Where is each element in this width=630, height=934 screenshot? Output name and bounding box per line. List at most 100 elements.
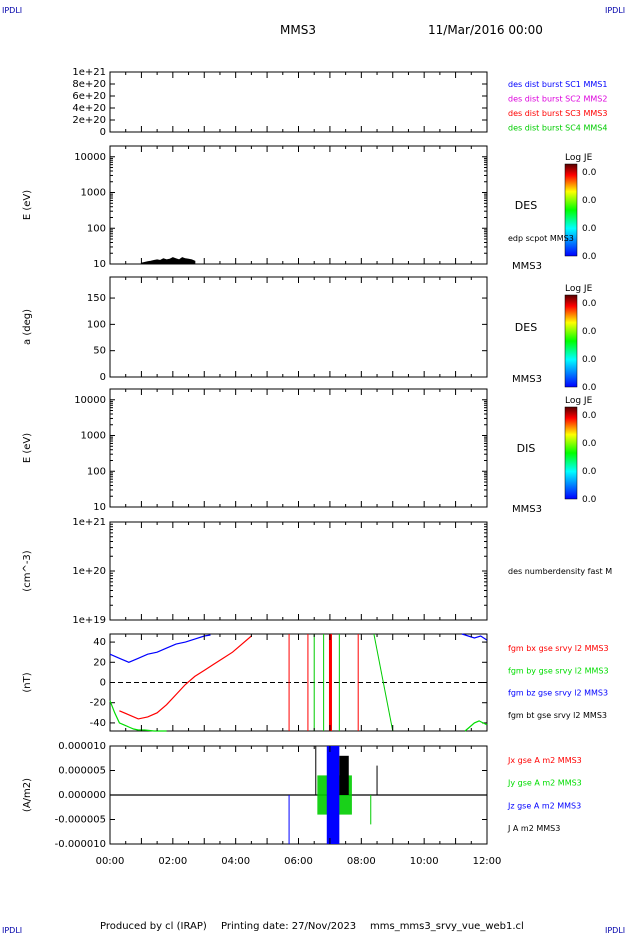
y-axis-label: E (eV): [22, 190, 33, 220]
colorbar-tick-label: 0.0: [582, 168, 597, 178]
panel-fgm: -40 -20 0 20 40 (nT) fgm bx gse srvy l2 MMS3 fg…: [22, 633, 609, 732]
corner-label-bottom-left: IPDLI: [2, 926, 22, 934]
panel-density: 1e+19 1e+20 1e+21 (cm^-3) des numberdensity …: [22, 517, 612, 626]
spacecraft-side-label: MMS3: [512, 261, 542, 272]
series-line: [461, 633, 488, 641]
scpot-trace: [140, 257, 196, 264]
colorbar-tick-label: 0.0: [582, 327, 597, 337]
instrument-label: DES: [515, 199, 537, 212]
legend-entry: J A m2 MMS3: [507, 824, 560, 833]
panel-des-pitch: 0 50 100 150 a (deg) DES MMS3 Log JE 0.0 0.0 0.0 0.…: [22, 276, 597, 393]
colorbar-title: Log JE: [565, 396, 593, 406]
legend-entry: fgm by gse srvy l2 MMS3: [508, 666, 609, 675]
y-tick-label: 10000: [74, 395, 106, 406]
time-tick-label: 00:00: [96, 856, 125, 867]
colorbar-tick-label: 0.0: [582, 224, 597, 234]
time-tick-label: 06:00: [284, 856, 313, 867]
y-tick-label: 1e+21: [72, 517, 106, 528]
colorbar-tick-label: 0.0: [582, 383, 597, 393]
y-tick-label: -20: [90, 698, 106, 709]
legend-entry: des dist burst SC3 MMS3: [508, 109, 607, 118]
panel-frame: [109, 71, 488, 133]
current-jz-burst: [326, 746, 340, 844]
footer-printing-date: Printing date: 27/Nov/2023: [221, 921, 356, 932]
y-axis-label: (nT): [22, 672, 33, 692]
colorbar-tick-label: 0.0: [582, 439, 597, 449]
y-tick-label: 1000: [81, 431, 106, 442]
colorbar: [564, 294, 578, 388]
legend-entry: des dist burst SC4 MMS4: [508, 124, 607, 133]
y-axis-label: a (deg): [22, 309, 33, 345]
y-tick-label: 0: [100, 678, 106, 689]
y-tick-label: 0.000005: [58, 766, 106, 777]
colorbar-title: Log JE: [565, 284, 593, 294]
spacecraft-title: MMS3: [280, 23, 316, 37]
time-tick-label: 04:00: [221, 856, 250, 867]
colorbar-tick-label: 0.0: [582, 467, 597, 477]
instrument-label: DIS: [517, 442, 536, 455]
y-tick-label: 4e+20: [72, 103, 106, 114]
legend-entry: des dist burst SC1 MMS1: [508, 80, 607, 89]
footer-file: mms_mms3_srvy_vue_web1.cl: [370, 921, 524, 932]
spacecraft-side-label: MMS3: [512, 504, 542, 515]
y-tick-label: 2e+20: [72, 115, 106, 126]
y-tick-label: 100: [87, 466, 106, 477]
legend-entry: fgm bt gse srvy l2 MMS3: [508, 711, 607, 720]
y-axis-label: (cm^-3): [22, 550, 33, 591]
time-tick-label: 08:00: [347, 856, 376, 867]
y-tick-label: 10000: [74, 152, 106, 163]
panel-dis-energy: 10 100 1000 10000 E (eV) DIS MMS3 Log JE 0.0 0.0 0…: [22, 388, 597, 515]
y-tick-label: 0: [100, 127, 106, 138]
colorbar-tick-label: 0.0: [582, 196, 597, 206]
legend-entry: Jz gse A m2 MMS3: [507, 801, 581, 810]
y-tick-label: -40: [90, 718, 106, 729]
series-line: [464, 720, 488, 732]
colorbar-tick-label: 0.0: [582, 495, 597, 505]
y-tick-label: 20: [93, 657, 106, 668]
legend-entry: Jx gse A m2 MMS3: [507, 756, 582, 765]
spacecraft-side-label: MMS3: [512, 374, 542, 385]
series-line: [109, 700, 167, 732]
y-tick-label: 8e+20: [72, 79, 106, 90]
colorbar: [564, 406, 578, 500]
y-tick-label: 100: [87, 223, 106, 234]
panel-current: -0.000010 -0.000005 0.000000 0.000005 0.0000…: [22, 741, 582, 850]
colorbar-tick-label: 0.0: [582, 299, 597, 309]
corner-label-top-right: IPDLI: [605, 6, 625, 15]
y-tick-label: 0.000010: [58, 741, 106, 752]
y-tick-label: 1000: [81, 188, 106, 199]
y-tick-label: 150: [87, 293, 106, 304]
legend-entry: fgm bz gse srvy l2 MMS3: [508, 689, 608, 698]
series-line: [109, 634, 211, 663]
y-tick-label: 1e+19: [72, 615, 106, 626]
y-tick-label: 100: [87, 319, 106, 330]
series-line: [119, 635, 252, 720]
y-tick-label: 1e+21: [72, 67, 106, 78]
y-tick-label: 10: [93, 259, 106, 270]
y-axis-label: (A/m2): [22, 778, 33, 812]
legend-entry: fgm bx gse srvy l2 MMS3: [508, 644, 609, 653]
time-tick-label: 12:00: [473, 856, 502, 867]
legend-entry: des numberdensity fast M: [508, 567, 612, 576]
colorbar-tick-label: 0.0: [582, 411, 597, 421]
y-tick-label: 6e+20: [72, 91, 106, 102]
current-j-burst: [339, 755, 349, 795]
colorbar-title: Log JE: [565, 153, 593, 163]
y-tick-label: 50: [93, 346, 106, 357]
panel-frame: [109, 276, 488, 378]
footer-produced-by: Produced by cl (IRAP): [100, 921, 207, 932]
legend-entry: des dist burst SC2 MMS2: [508, 95, 607, 104]
colorbar: [564, 163, 578, 257]
time-tick-label: 10:00: [410, 856, 439, 867]
corner-label-bottom-right: IPDLI: [605, 926, 625, 934]
colorbar-tick-label: 0.0: [582, 355, 597, 365]
field-slope-line: [373, 633, 394, 732]
panel-frame: [109, 388, 488, 508]
panel-des-energy: 10 100 1000 10000 E (eV) DES MMS3 Log JE 0.0 0.0 0…: [22, 145, 597, 272]
y-tick-label: -0.000005: [55, 815, 106, 826]
y-axis-label: E (eV): [22, 433, 33, 463]
time-tick-label: 02:00: [158, 856, 187, 867]
overlay-label: edp scpot MMS3: [508, 234, 574, 243]
